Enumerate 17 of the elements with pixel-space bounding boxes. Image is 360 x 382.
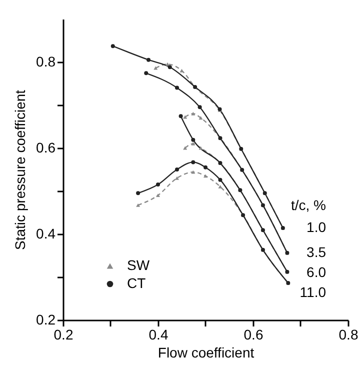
annotation: 1.0 [306, 218, 326, 235]
x-tick-label: 0.2 [54, 326, 74, 342]
legend-label: SW [127, 257, 150, 273]
annotation: 11.0 [300, 284, 326, 300]
y-axis-title: Static pressure coefficient [12, 90, 28, 250]
annotation: 3.5 [306, 244, 326, 260]
y-tick-label: 0.4 [36, 226, 56, 242]
x-tick-label: 0.6 [244, 326, 264, 342]
annotation: t/c, % [290, 196, 326, 213]
x-tick-label: 0.8 [338, 326, 358, 342]
x-axis-title: Flow coefficient [158, 344, 254, 360]
y-tick-label: 0.6 [36, 140, 56, 156]
legend-label: CT [127, 275, 146, 291]
annotation: 6.0 [306, 264, 326, 280]
y-tick-label: 0.8 [36, 54, 56, 70]
y-tick-label: 0.2 [36, 312, 56, 328]
x-tick-label: 0.4 [148, 326, 168, 342]
